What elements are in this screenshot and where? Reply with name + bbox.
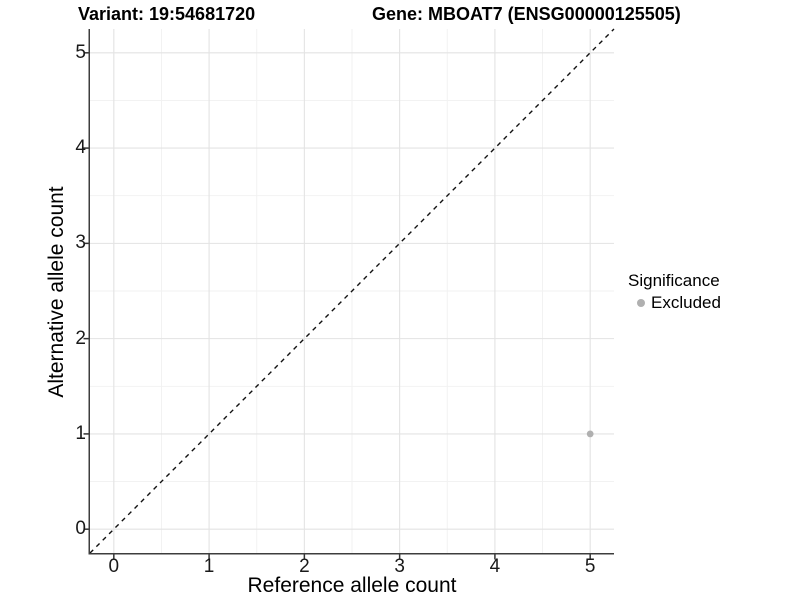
y-tick-label: 1 <box>75 422 86 444</box>
legend-item-label: Excluded <box>651 293 721 312</box>
legend-items: Excluded <box>628 293 721 313</box>
x-tick-label: 1 <box>203 556 215 577</box>
legend: Significance Excluded <box>628 271 721 313</box>
data-point <box>586 430 594 438</box>
x-tick-label: 3 <box>394 556 405 577</box>
y-axis-title: Alternative allele count <box>45 186 68 398</box>
y-tick-label: 3 <box>75 232 86 254</box>
x-axis-title: Reference allele count <box>247 574 457 597</box>
y-tick-label: 0 <box>75 518 86 540</box>
legend-title: Significance <box>628 271 720 290</box>
legend-key-dot <box>637 299 645 307</box>
legend-item: Excluded <box>628 293 721 313</box>
y-tick-label: 2 <box>75 327 86 349</box>
y-tick-label: 4 <box>75 137 86 159</box>
variant-title: Variant: 19:54681720 <box>78 4 256 24</box>
y-tick-label: 5 <box>75 41 86 63</box>
x-tick-label: 2 <box>299 556 310 577</box>
x-tick-label: 4 <box>489 556 501 577</box>
gene-title: Gene: MBOAT7 (ENSG00000125505) <box>372 4 681 24</box>
x-tick-label: 0 <box>108 556 120 577</box>
x-tick-label: 5 <box>584 556 596 577</box>
identity-line <box>89 28 615 554</box>
